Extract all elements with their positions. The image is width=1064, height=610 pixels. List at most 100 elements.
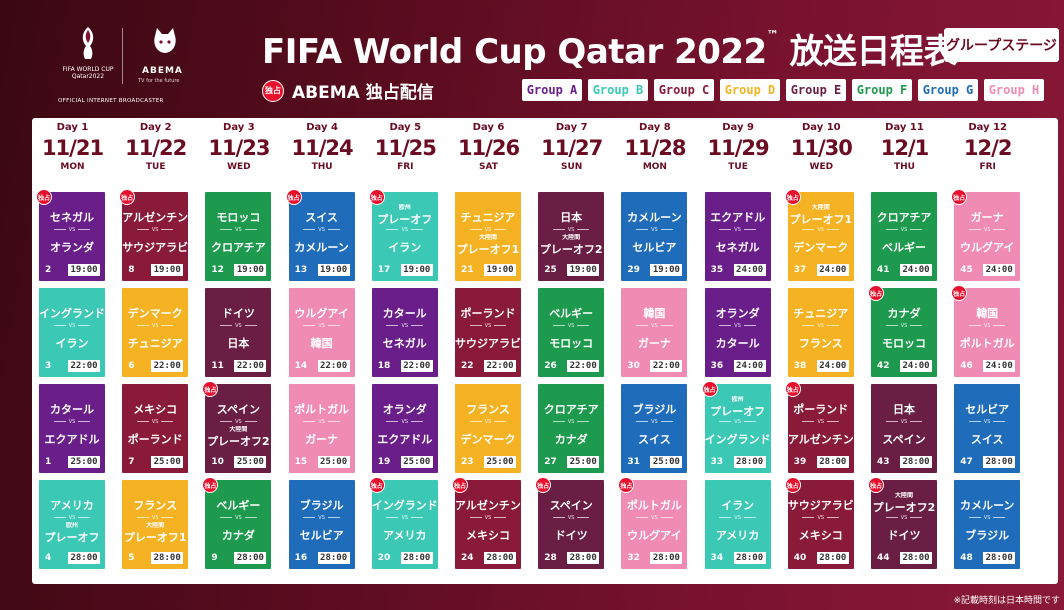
match-card[interactable]: 欧州 プレーオフ VS イングランド 33 28:00 独占: [701, 381, 771, 473]
team-2-name: 韓国: [310, 337, 333, 350]
team-2-name: カタール: [715, 337, 760, 350]
legend-group-h: Group H: [984, 79, 1044, 101]
match-card[interactable]: フランス VS デンマーク 23 25:00: [455, 384, 521, 473]
abema-logo: ABEMA: [142, 66, 183, 76]
match-number: 41: [877, 265, 890, 275]
match-card[interactable]: メキシコ VS ポーランド 7 25:00: [122, 384, 189, 473]
team-2: ポルトガル: [954, 335, 1020, 351]
match-card[interactable]: ブラジル VS スイス 31 25:00: [621, 384, 688, 473]
match-card[interactable]: 韓国 VS ポルトガル 46 24:00 独占: [951, 285, 1021, 377]
match-card[interactable]: セネガル VS オランダ 2 19:00 独占: [36, 189, 105, 281]
match-card[interactable]: カナダ VS モロッコ 42 24:00 独占: [868, 285, 937, 377]
match-card[interactable]: 韓国 VS ガーナ 30 22:00: [621, 288, 688, 377]
match-card[interactable]: カタール VS セネガル 18 22:00: [371, 288, 438, 377]
match-card[interactable]: セルビア VS スイス 47 28:00: [954, 384, 1021, 473]
match-card[interactable]: イラン VS アメリカ 34 28:00: [704, 480, 771, 569]
team-1: ガーナ: [954, 209, 1020, 225]
match-card[interactable]: ベルギー VS カナダ 9 28:00 独占: [202, 477, 272, 569]
day-weekday: FRI: [397, 162, 414, 172]
match-number: 4: [45, 553, 52, 563]
match-card[interactable]: チュニジア VS 大陸間 プレーオフ1 21 19:00: [455, 192, 521, 281]
vs-label: VS: [289, 323, 355, 329]
kickoff-time: 24:00: [733, 360, 766, 372]
match-card[interactable]: オランダ VS エクアドル 19 25:00: [371, 384, 438, 473]
match-card[interactable]: アメリカ VS 欧州 プレーオフ 4 28:00: [39, 480, 105, 569]
vs-label: VS: [788, 323, 854, 329]
match-card[interactable]: ドイツ VS 日本 11 22:00: [205, 288, 272, 377]
legend-group-e: Group E: [786, 79, 846, 101]
match-card[interactable]: アルゼンチン VS サウジアラビア 8 19:00 独占: [119, 189, 189, 281]
match-number: 18: [377, 361, 391, 371]
title-en: FIFA World Cup Qatar 2022: [262, 32, 767, 72]
match-card[interactable]: イングランド VS アメリカ 20 28:00 独占: [368, 477, 438, 569]
match-card[interactable]: ブラジル VS セルビア 16 28:00: [288, 480, 355, 569]
team-2-qualifier: 大陸間: [229, 426, 248, 433]
match-card[interactable]: カタール VS エクアドル 1 25:00: [39, 384, 105, 473]
vs-label: VS: [39, 323, 105, 329]
team-2: 大陸間 プレーオフ1: [122, 522, 188, 545]
match-card[interactable]: アルゼンチン VS メキシコ 24 28:00 独占: [452, 477, 521, 569]
match-card[interactable]: 大陸間 プレーオフ2 VS ドイツ 44 28:00 独占: [868, 477, 937, 569]
match-card[interactable]: フランス VS 大陸間 プレーオフ1 5 28:00: [122, 480, 189, 569]
exclusive-badge-icon: 独占: [202, 381, 219, 397]
match-card[interactable]: ウルグアイ VS 韓国 14 22:00: [288, 288, 355, 377]
kickoff-time: 19:00: [234, 264, 267, 276]
match-card[interactable]: スペイン VS 大陸間 プレーオフ2 10 25:00 独占: [202, 381, 272, 473]
team-2-name: セネガル: [715, 241, 760, 254]
match-card[interactable]: クロアチア VS カナダ 27 25:00: [538, 384, 605, 473]
team-1: 欧州 プレーオフ: [705, 396, 771, 419]
match-card[interactable]: 欧州 プレーオフ VS イラン 17 19:00 独占: [368, 189, 438, 281]
team-2-name: イラン: [388, 241, 422, 254]
vs-label: VS: [122, 323, 188, 329]
group-legend: Group A Group B Group C Group D Group E Group…: [522, 79, 1044, 101]
match-card[interactable]: カメルーン VS セルビア 29 19:00: [621, 192, 688, 281]
team-1: ポーランド: [788, 401, 854, 417]
vs-label: VS: [871, 515, 937, 521]
team-2: ウルグアイ: [954, 239, 1020, 255]
vs-label: VS: [205, 323, 271, 329]
match-card[interactable]: ガーナ VS ウルグアイ 45 24:00 独占: [951, 189, 1021, 281]
kickoff-time: 19:00: [567, 264, 600, 276]
match-card[interactable]: サウジアラビア VS メキシコ 40 28:00 独占: [784, 477, 854, 569]
match-card[interactable]: クロアチア VS ベルギー 41 24:00: [871, 192, 937, 281]
team-1: ドイツ: [205, 305, 271, 321]
team-2-name: フランス: [798, 337, 843, 350]
team-1: ポルトガル: [289, 401, 355, 417]
match-card[interactable]: ポーランド VS サウジアラビア 22 22:00: [455, 288, 521, 377]
match-card[interactable]: イングランド VS イラン 3 22:00: [39, 288, 105, 377]
match-card[interactable]: ポルトガル VS ウルグアイ 32 28:00 独占: [618, 477, 688, 569]
day-header: Day 2 11/22 TUE: [114, 122, 197, 172]
match-number: 34: [710, 553, 724, 563]
team-1: フランス: [455, 401, 521, 417]
team-2-name: アメリカ: [383, 529, 427, 542]
match-number: 45: [960, 265, 973, 275]
vs-label: VS: [954, 227, 1020, 233]
match-card[interactable]: 日本 VS 大陸間 プレーオフ2 25 19:00: [538, 192, 605, 281]
team-2: イラン: [39, 335, 105, 351]
match-card[interactable]: デンマーク VS チュニジア 6 22:00: [122, 288, 189, 377]
team-2-name: ブラジル: [965, 529, 1010, 542]
match-card[interactable]: ポーランド VS アルゼンチン 39 28:00 独占: [784, 381, 854, 473]
match-card[interactable]: 日本 VS スペイン 43 28:00: [871, 384, 937, 473]
vs-label: VS: [621, 227, 687, 233]
day-header: Day 6 11/26 SAT: [447, 122, 530, 172]
match-number: 35: [710, 265, 724, 275]
team-2-name: プレーオフ2: [539, 243, 603, 256]
match-card[interactable]: モロッコ VS クロアチア 12 19:00: [205, 192, 272, 281]
match-card[interactable]: ポルトガル VS ガーナ 15 25:00: [288, 384, 355, 473]
team-2: カタール: [705, 335, 771, 351]
match-card[interactable]: ベルギー VS モロッコ 26 22:00: [538, 288, 605, 377]
day-number: Day 7: [555, 122, 588, 133]
match-number: 36: [710, 361, 724, 371]
day-date: 11/26: [457, 136, 520, 160]
match-number: 38: [793, 361, 807, 371]
kickoff-time: 25:00: [567, 456, 600, 468]
match-card[interactable]: スペイン VS ドイツ 28 28:00 独占: [535, 477, 605, 569]
match-card[interactable]: スイス VS カメルーン 13 19:00 独占: [285, 189, 355, 281]
match-card[interactable]: 大陸間 プレーオフ1 VS デンマーク 37 24:00 独占: [784, 189, 854, 281]
match-card[interactable]: チュニジア VS フランス 38 24:00: [787, 288, 854, 377]
team-1: イラン: [705, 497, 771, 513]
match-card[interactable]: エクアドル VS セネガル 35 24:00: [704, 192, 771, 281]
match-card[interactable]: カメルーン VS ブラジル 48 28:00: [954, 480, 1021, 569]
match-card[interactable]: オランダ VS カタール 36 24:00: [704, 288, 771, 377]
